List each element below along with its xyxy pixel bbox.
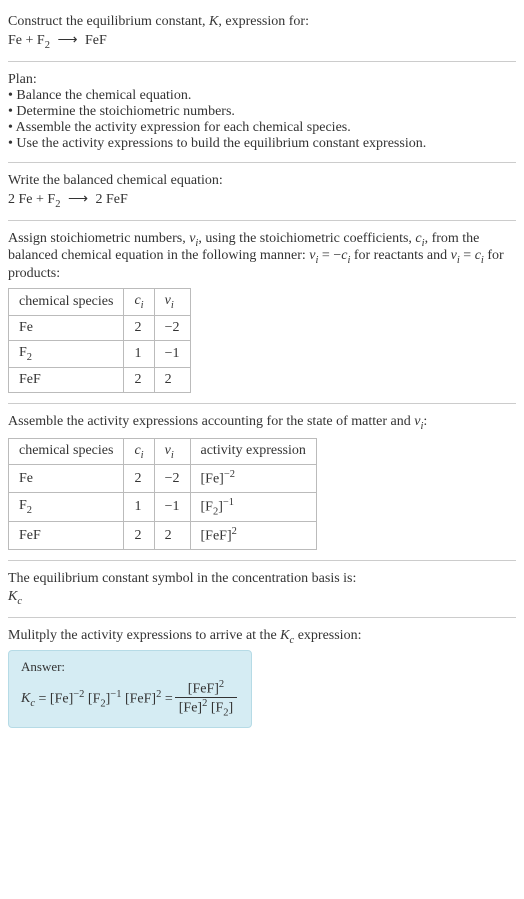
multiply-section: Mulitply the activity expressions to arr… [8,628,516,728]
table-row: Fe 2 −2 [Fe]−2 [9,465,317,493]
symbol-text: The equilibrium constant symbol in the c… [8,571,516,587]
intro: Construct the equilibrium constant, K, e… [8,14,516,51]
cell: −1 [154,493,190,522]
cell: F2 [9,493,124,522]
col-header: chemical species [9,438,124,465]
table-row: FeF 2 2 [9,367,191,392]
col-header: ci [124,289,154,316]
plan-item: • Balance the chemical equation. [8,88,516,104]
balanced-title: Write the balanced chemical equation: [8,173,516,189]
cell: 2 [124,315,154,340]
col-header: chemical species [9,289,124,316]
plan-section: Plan: • Balance the chemical equation. •… [8,72,516,152]
intro-equation: Fe + F2 ⟶ FeF [8,32,516,51]
cell: Fe [9,315,124,340]
col-header: νi [154,438,190,465]
divider [8,61,516,62]
table-row: FeF 2 2 [FeF]2 [9,522,317,550]
stoich-table: chemical species ci νi Fe 2 −2 F2 1 −1 F… [8,288,191,393]
cell: 1 [124,340,154,367]
table-row: F2 1 −1 [F2]−1 [9,493,317,522]
cell: [FeF]2 [190,522,316,550]
balanced-equation: 2 Fe + F2 ⟶ 2 FeF [8,191,516,210]
cell: FeF [9,522,124,550]
divider [8,162,516,163]
answer-label: Answer: [21,659,239,675]
symbol-section: The equilibrium constant symbol in the c… [8,571,516,607]
cell: 2 [124,367,154,392]
divider [8,220,516,221]
divider [8,560,516,561]
cell: 1 [124,493,154,522]
activity-table: chemical species ci νi activity expressi… [8,438,317,551]
activity-intro: Assemble the activity expressions accoun… [8,414,516,432]
cell: FeF [9,367,124,392]
cell: F2 [9,340,124,367]
cell: Fe [9,465,124,493]
cell: [Fe]−2 [190,465,316,493]
plan-title: Plan: [8,72,516,88]
col-header: ci [124,438,154,465]
plan-item: • Determine the stoichiometric numbers. [8,104,516,120]
stoich-intro: Assign stoichiometric numbers, νi, using… [8,231,516,283]
multiply-text: Mulitply the activity expressions to arr… [8,628,516,646]
cell: −2 [154,315,190,340]
intro-text: Construct the equilibrium constant, K, e… [8,14,516,30]
table-row: F2 1 −1 [9,340,191,367]
cell: 2 [124,522,154,550]
symbol-k: Kc [8,589,516,607]
balanced-section: Write the balanced chemical equation: 2 … [8,173,516,210]
cell: 2 [154,367,190,392]
table-row: Fe 2 −2 [9,315,191,340]
cell: 2 [154,522,190,550]
answer-expression: Kc = [Fe]−2 [F2]−1 [FeF]2 = [FeF]2 [Fe]2… [21,679,239,719]
cell: 2 [124,465,154,493]
cell: [F2]−1 [190,493,316,522]
table-row: chemical species ci νi activity expressi… [9,438,317,465]
answer-box: Answer: Kc = [Fe]−2 [F2]−1 [FeF]2 = [FeF… [8,650,252,728]
cell: −2 [154,465,190,493]
col-header: activity expression [190,438,316,465]
plan-item: • Use the activity expressions to build … [8,136,516,152]
divider [8,617,516,618]
divider [8,403,516,404]
table-row: chemical species ci νi [9,289,191,316]
activity-section: Assemble the activity expressions accoun… [8,414,516,550]
col-header: νi [154,289,190,316]
cell: −1 [154,340,190,367]
plan-item: • Assemble the activity expression for e… [8,120,516,136]
stoich-section: Assign stoichiometric numbers, νi, using… [8,231,516,393]
